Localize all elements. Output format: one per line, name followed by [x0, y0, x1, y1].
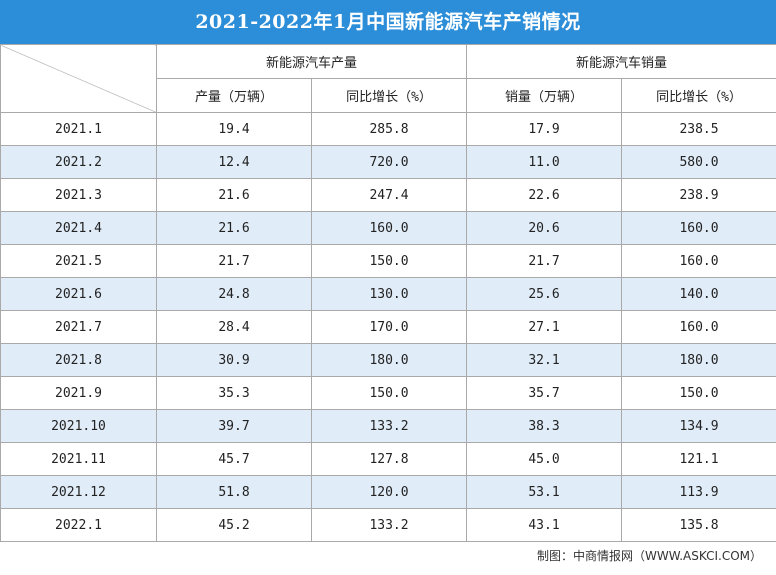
source-credit: 制图：中商情报网（WWW.ASKCI.COM） [537, 549, 762, 563]
table-row: 2021.6 24.8 130.0 25.6 140.0 [0, 277, 776, 311]
month-cell: 2021.8 [0, 343, 157, 377]
production-growth-header: 同比增长（%） [310, 78, 468, 113]
month-cell: 2021.6 [0, 277, 157, 311]
corner-header-cell [0, 44, 157, 113]
sales-cell: 17.9 [466, 112, 623, 146]
sales-cell: 20.6 [466, 211, 623, 245]
production-cell: 12.4 [156, 145, 312, 179]
production-cell: 21.7 [156, 244, 312, 278]
table-row: 2022.1 45.2 133.2 43.1 135.8 [0, 508, 776, 542]
production-growth-cell: 247.4 [310, 178, 468, 212]
production-growth-cell: 127.8 [310, 442, 468, 476]
sales-cell: 35.7 [466, 376, 623, 410]
sales-growth-cell: 180.0 [621, 343, 776, 377]
production-growth-cell: 170.0 [310, 310, 468, 344]
table-row: 2021.8 30.9 180.0 32.1 180.0 [0, 343, 776, 377]
month-cell: 2021.12 [0, 475, 157, 509]
production-cell: 45.2 [156, 508, 312, 542]
sales-cell: 53.1 [466, 475, 623, 509]
sales-growth-cell: 160.0 [621, 244, 776, 278]
production-growth-cell: 150.0 [310, 376, 468, 410]
table-row: 2021.9 35.3 150.0 35.7 150.0 [0, 376, 776, 410]
production-growth-cell: 133.2 [310, 508, 468, 542]
month-cell: 2021.1 [0, 112, 157, 146]
month-cell: 2021.3 [0, 178, 157, 212]
month-cell: 2021.11 [0, 442, 157, 476]
table-row: 2021.5 21.7 150.0 21.7 160.0 [0, 244, 776, 278]
sales-growth-cell: 121.1 [621, 442, 776, 476]
month-cell: 2021.10 [0, 409, 157, 443]
sales-cell: 22.6 [466, 178, 623, 212]
production-cell: 39.7 [156, 409, 312, 443]
table-row: 2021.11 45.7 127.8 45.0 121.1 [0, 442, 776, 476]
production-growth-cell: 130.0 [310, 277, 468, 311]
month-cell: 2022.1 [0, 508, 157, 542]
sales-growth-cell: 160.0 [621, 211, 776, 245]
sales-cell: 25.6 [466, 277, 623, 311]
table-row: 2021.7 28.4 170.0 27.1 160.0 [0, 310, 776, 344]
production-cell: 28.4 [156, 310, 312, 344]
sales-growth-cell: 150.0 [621, 376, 776, 410]
sales-cell: 38.3 [466, 409, 623, 443]
page-title: 2021-2022年1月中国新能源汽车产销情况 [0, 0, 776, 44]
production-cell: 19.4 [156, 112, 312, 146]
sales-cell: 43.1 [466, 508, 623, 542]
sales-growth-cell: 580.0 [621, 145, 776, 179]
sales-growth-cell: 160.0 [621, 310, 776, 344]
production-growth-cell: 120.0 [310, 475, 468, 509]
sales-cell: 11.0 [466, 145, 623, 179]
production-cell: 45.7 [156, 442, 312, 476]
sales-cell: 27.1 [466, 310, 623, 344]
sales-growth-cell: 134.9 [621, 409, 776, 443]
production-cell: 21.6 [156, 178, 312, 212]
sales-growth-cell: 135.8 [621, 508, 776, 542]
sales-cell: 32.1 [466, 343, 623, 377]
production-growth-cell: 720.0 [310, 145, 468, 179]
month-cell: 2021.5 [0, 244, 157, 278]
sales-growth-header: 同比增长（%） [621, 78, 776, 113]
table-row: 2021.2 12.4 720.0 11.0 580.0 [0, 145, 776, 179]
production-volume-header: 产量（万辆） [156, 78, 312, 113]
production-cell: 24.8 [156, 277, 312, 311]
production-growth-cell: 160.0 [310, 211, 468, 245]
month-cell: 2021.7 [0, 310, 157, 344]
table-row: 2021.3 21.6 247.4 22.6 238.9 [0, 178, 776, 212]
sales-growth-cell: 238.5 [621, 112, 776, 146]
production-growth-cell: 285.8 [310, 112, 468, 146]
production-growth-cell: 133.2 [310, 409, 468, 443]
sales-growth-cell: 113.9 [621, 475, 776, 509]
table-row: 2021.1 19.4 285.8 17.9 238.5 [0, 112, 776, 146]
sales-volume-header: 销量（万辆） [466, 78, 623, 113]
production-cell: 21.6 [156, 211, 312, 245]
production-cell: 51.8 [156, 475, 312, 509]
production-cell: 30.9 [156, 343, 312, 377]
sales-growth-cell: 140.0 [621, 277, 776, 311]
table-body: 2021.1 19.4 285.8 17.9 238.5 2021.2 12.4 720.0 1… [0, 112, 776, 542]
production-cell: 35.3 [156, 376, 312, 410]
production-group-header: 新能源汽车产量 [155, 44, 468, 79]
table-row: 2021.4 21.6 160.0 20.6 160.0 [0, 211, 776, 245]
sales-group-header: 新能源汽车销量 [466, 44, 776, 79]
sales-growth-cell: 238.9 [621, 178, 776, 212]
sales-cell: 21.7 [466, 244, 623, 278]
table-row: 2021.12 51.8 120.0 53.1 113.9 [0, 475, 776, 509]
month-cell: 2021.9 [0, 376, 157, 410]
production-growth-cell: 180.0 [310, 343, 468, 377]
table-row: 2021.10 39.7 133.2 38.3 134.9 [0, 409, 776, 443]
sales-cell: 45.0 [466, 442, 623, 476]
month-cell: 2021.2 [0, 145, 157, 179]
month-cell: 2021.4 [0, 211, 157, 245]
data-table: 新能源汽车产量 新能源汽车销量 产量（万辆） 同比增长（%） 销量（万辆） 同比… [0, 44, 776, 542]
production-growth-cell: 150.0 [310, 244, 468, 278]
